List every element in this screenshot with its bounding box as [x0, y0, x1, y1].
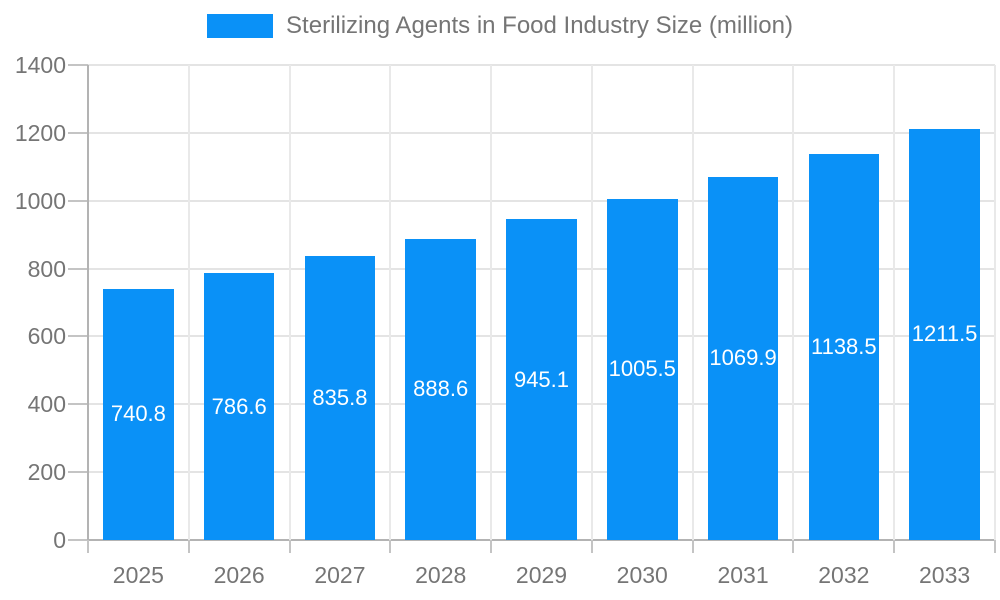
- gridline-v: [389, 65, 392, 540]
- gridline-v: [590, 65, 593, 540]
- bar-value-label: 786.6: [211, 393, 267, 419]
- bar[interactable]: 1069.9: [707, 176, 779, 540]
- gridline-h: [88, 64, 995, 66]
- gridline-v: [187, 65, 190, 540]
- x-tick: [691, 540, 694, 553]
- x-tick: [893, 540, 896, 553]
- y-axis-label: 600: [27, 323, 66, 350]
- bar[interactable]: 1005.5: [607, 198, 678, 540]
- legend-swatch: [207, 14, 274, 38]
- bar-value-label: 1005.5: [608, 356, 676, 382]
- gridline-h: [88, 539, 995, 541]
- y-axis-label: 0: [53, 527, 66, 553]
- legend-label: Sterilizing Agents in Food Industry Size…: [286, 12, 793, 39]
- legend[interactable]: Sterilizing Agents in Food Industry Size…: [0, 12, 1000, 40]
- x-axis-label: 2026: [213, 562, 265, 588]
- gridline-v: [994, 65, 996, 540]
- y-tick: [68, 539, 88, 541]
- x-axis-label: 2030: [616, 562, 668, 588]
- x-axis-label: 2031: [717, 562, 769, 588]
- gridline-v: [490, 65, 493, 540]
- x-tick: [590, 540, 593, 553]
- x-axis-label: 2033: [919, 562, 971, 588]
- gridline-h: [88, 199, 995, 202]
- bar[interactable]: 786.6: [203, 273, 275, 540]
- bar[interactable]: 945.1: [506, 219, 577, 540]
- y-tick: [68, 403, 88, 406]
- y-axis-label: 1400: [14, 52, 66, 78]
- y-axis-label: 200: [27, 459, 66, 486]
- gridline-v: [288, 65, 291, 540]
- bar[interactable]: 888.6: [405, 238, 476, 540]
- x-axis-label: 2025: [112, 562, 164, 588]
- bar-value-label: 1069.9: [709, 345, 777, 371]
- y-tick: [68, 335, 88, 338]
- y-axis-label: 1200: [14, 119, 66, 146]
- gridline-h: [88, 131, 995, 134]
- y-axis-line: [87, 65, 89, 540]
- bar[interactable]: 1138.5: [808, 153, 880, 540]
- bar-value-label: 888.6: [413, 376, 469, 402]
- x-axis-label: 2029: [515, 562, 568, 588]
- x-axis-label: 2027: [314, 562, 366, 588]
- x-tick: [87, 540, 89, 553]
- y-tick: [68, 471, 88, 474]
- bar-value-label: 945.1: [513, 366, 570, 392]
- x-axis-label: 2028: [415, 562, 467, 588]
- gridline-v: [792, 65, 795, 540]
- bar[interactable]: 835.8: [304, 256, 376, 540]
- x-tick: [187, 540, 190, 553]
- gridline-v: [691, 65, 694, 540]
- x-tick: [288, 540, 291, 553]
- bar-value-label: 740.8: [110, 401, 166, 427]
- x-tick: [490, 540, 493, 553]
- y-axis-label: 800: [27, 255, 66, 282]
- x-axis-label: 2032: [818, 562, 870, 588]
- x-tick: [792, 540, 795, 553]
- y-tick: [68, 131, 88, 134]
- y-tick: [68, 64, 88, 66]
- bar-value-label: 1138.5: [810, 333, 877, 359]
- x-tick: [994, 540, 996, 553]
- bar[interactable]: 1211.5: [909, 128, 980, 540]
- y-axis-label: 1000: [14, 187, 66, 214]
- x-tick: [389, 540, 392, 553]
- bar[interactable]: 740.8: [103, 288, 174, 540]
- y-axis-label: 400: [27, 391, 66, 418]
- bar-value-label: 1211.5: [911, 321, 978, 347]
- y-tick: [68, 267, 88, 270]
- y-tick: [68, 199, 88, 202]
- bar-value-label: 835.8: [312, 385, 368, 411]
- gridline-v: [893, 65, 896, 540]
